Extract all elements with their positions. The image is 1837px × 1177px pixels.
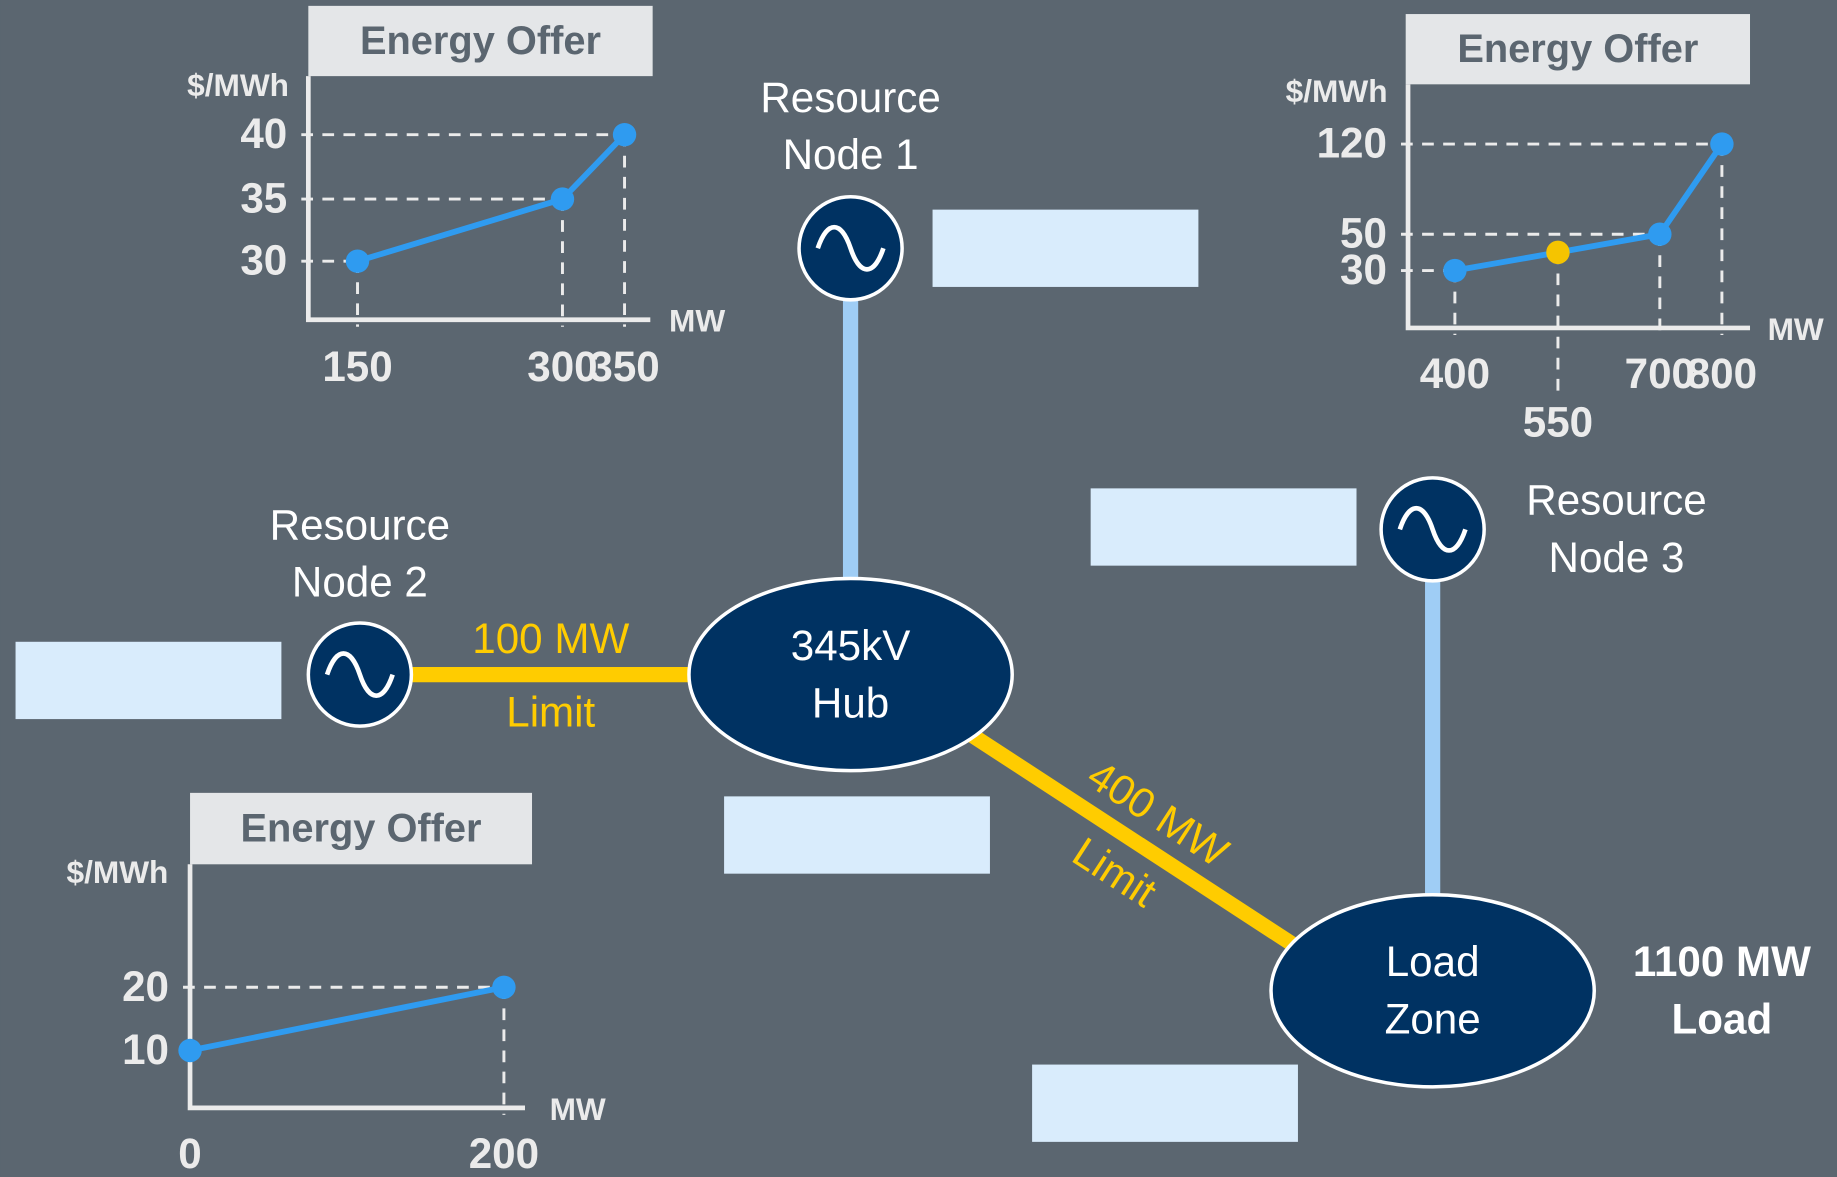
offer-point: [178, 1038, 202, 1063]
offer-title: Energy Offer: [241, 806, 482, 850]
hub-label: 345kV: [791, 622, 911, 669]
axis: [1405, 84, 1751, 331]
x-tick-label: 800: [1687, 350, 1757, 397]
y-tick-label: 40: [240, 110, 287, 157]
blank-box: [1032, 1064, 1298, 1142]
y-tick-label: 20: [122, 963, 169, 1010]
load-label: Load: [1672, 996, 1773, 1043]
offer-curve: [189, 984, 505, 1054]
x-tick-label: 550: [1523, 398, 1593, 445]
hub-label: Hub: [812, 679, 889, 726]
y-tick-label: 120: [1317, 120, 1387, 167]
load-zone: [1269, 892, 1597, 1089]
x-tick-label: 400: [1420, 350, 1490, 397]
offer-title: Energy Offer: [1457, 27, 1698, 71]
generator-3: [1379, 476, 1486, 583]
hub: [687, 576, 1014, 773]
node-label: Node 1: [783, 131, 919, 178]
blank-box: [932, 209, 1199, 287]
offer-point: [1443, 258, 1467, 283]
y-tick-label: 35: [240, 175, 287, 222]
y-tick-label: 10: [122, 1026, 169, 1073]
blank-box: [15, 641, 282, 720]
x-unit: MW: [669, 303, 725, 339]
offer-point: [1710, 132, 1734, 156]
generator-2: [306, 621, 414, 728]
offer-point: [612, 122, 637, 147]
x-unit: MW: [550, 1091, 606, 1127]
offer-title-box: [1405, 14, 1751, 85]
line-limit: Limit: [506, 689, 595, 736]
y-unit: $/MWh: [1286, 73, 1388, 109]
offer-point: [1648, 222, 1672, 246]
x-tick-label: 300: [527, 343, 597, 390]
y-tick-label: 50: [1340, 210, 1387, 257]
y-unit: $/MWh: [67, 854, 169, 890]
node-label: Node 2: [292, 559, 428, 606]
line-limit: 100 MW: [472, 615, 629, 662]
blank-box: [1090, 488, 1357, 566]
offer-point: [492, 975, 516, 999]
axis: [187, 864, 525, 1111]
offer-point: [550, 187, 575, 211]
load-zone-label: Zone: [1385, 996, 1481, 1043]
line-hub-load: [968, 729, 1300, 953]
x-unit: MW: [1768, 311, 1824, 347]
node-label: Resource: [1526, 477, 1706, 524]
y-tick-label: 30: [1340, 246, 1387, 293]
offer-title-box: [190, 792, 533, 865]
generator-1: [797, 194, 904, 302]
node-label: Resource: [760, 74, 940, 121]
offer-title: Energy Offer: [360, 19, 601, 63]
x-tick-label: 150: [322, 343, 392, 390]
offer-curve: [1454, 142, 1725, 274]
node-label: Resource: [270, 501, 450, 548]
y-tick-label: 30: [240, 237, 287, 284]
x-tick-label: 200: [469, 1130, 539, 1177]
offer-point: [1546, 240, 1570, 265]
axis: [305, 76, 651, 323]
blank-box: [724, 796, 990, 874]
load-zone-label: Load: [1386, 938, 1480, 985]
y-unit: $/MWh: [187, 67, 289, 103]
x-tick-label: 0: [178, 1130, 201, 1177]
load-label: 1100 MW: [1633, 938, 1811, 985]
offer-title-box: [308, 5, 653, 77]
node-label: Node 3: [1549, 534, 1685, 581]
offer-point: [345, 249, 370, 273]
x-tick-label: 700: [1625, 350, 1695, 397]
x-tick-label: 350: [589, 343, 659, 390]
